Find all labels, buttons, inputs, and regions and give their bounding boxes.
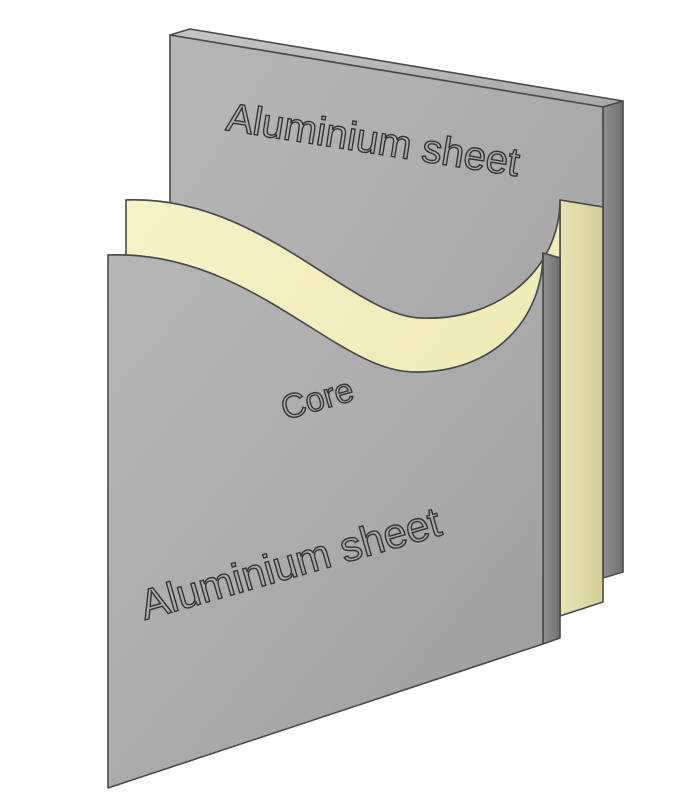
sandwich-panel-diagram: Aluminium sheet Core Aluminium sheet <box>0 0 675 800</box>
